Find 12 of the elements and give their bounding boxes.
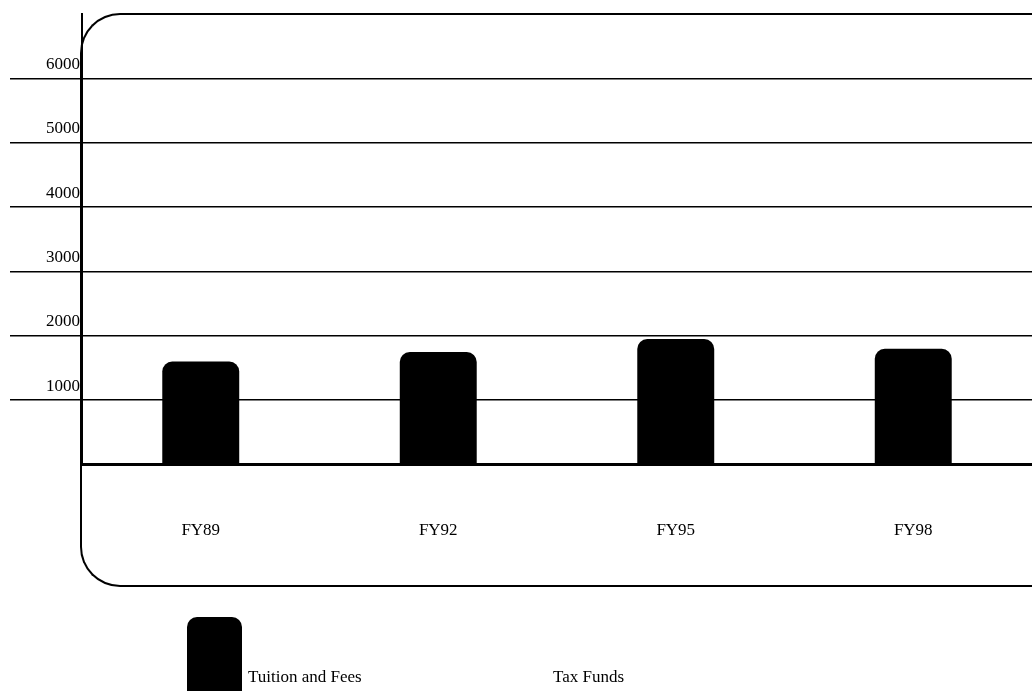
y-tick-label: 4000 <box>46 182 80 202</box>
x-tick-label: FY89 <box>181 520 221 540</box>
x-tick-label: FY92 <box>418 520 458 540</box>
y-tick-label: 1000 <box>46 375 80 395</box>
x-tick-label: FY95 <box>656 520 696 540</box>
y-tick-label: 2000 <box>46 311 80 331</box>
x-tick-label: FY98 <box>893 520 933 540</box>
y-tick-label: 5000 <box>46 118 80 138</box>
y-tick-label: 6000 <box>46 53 80 73</box>
text: Tax Funds <box>553 667 625 687</box>
y-tick-label: 3000 <box>46 246 80 266</box>
text: Tuition and Fees <box>248 667 362 687</box>
